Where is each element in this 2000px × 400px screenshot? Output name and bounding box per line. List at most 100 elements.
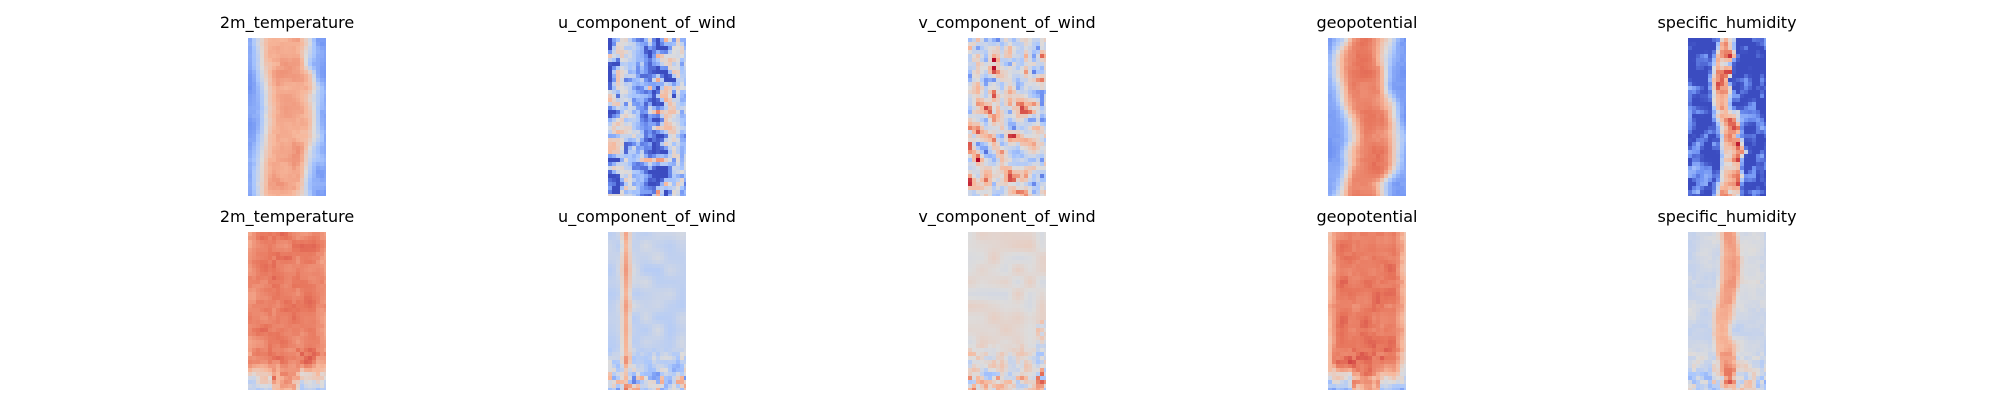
heatmap-cell — [1368, 170, 1372, 174]
heatmap-cell — [1368, 190, 1372, 194]
heatmap-cell — [684, 138, 686, 142]
heatmap-cell — [976, 126, 980, 130]
heatmap-cell — [656, 256, 660, 260]
heatmap-cell — [608, 50, 612, 54]
heatmap-cell — [296, 232, 300, 236]
heatmap-cell — [660, 264, 664, 268]
heatmap-cell — [608, 166, 612, 170]
heatmap-cell — [1040, 178, 1044, 182]
heatmap-cell — [1720, 158, 1724, 162]
heatmap-cell — [260, 178, 264, 182]
heatmap-cell — [260, 170, 264, 174]
heatmap-cell — [252, 320, 256, 324]
heatmap-cell — [292, 312, 296, 316]
heatmap-cell — [628, 190, 632, 194]
heatmap-cell — [268, 232, 272, 236]
heatmap-cell — [1688, 122, 1692, 126]
heatmap-cell — [608, 236, 612, 240]
heatmap-cell — [296, 102, 300, 106]
heatmap-cell — [628, 110, 632, 114]
heatmap-cell — [300, 90, 304, 94]
heatmap-cell — [264, 154, 268, 158]
heatmap-cell — [612, 256, 616, 260]
heatmap-cell — [308, 174, 312, 178]
heatmap-cell — [620, 102, 624, 106]
heatmap-cell — [652, 46, 656, 50]
heatmap-cell — [1044, 94, 1046, 98]
heatmap-cell — [1020, 150, 1024, 154]
heatmap-cell — [1712, 50, 1716, 54]
heatmap-cell — [624, 98, 628, 102]
heatmap-cell — [684, 94, 686, 98]
heatmap-cell — [260, 388, 264, 390]
heatmap-cell — [1736, 118, 1740, 122]
heatmap-cell — [1736, 50, 1740, 54]
heatmap-cell — [1760, 146, 1764, 150]
heatmap-cell — [276, 154, 280, 158]
heatmap-cell — [1368, 138, 1372, 142]
heatmap-cell — [264, 118, 268, 122]
heatmap-cell — [1332, 118, 1336, 122]
heatmap-cell — [1400, 70, 1404, 74]
heatmap-cell — [272, 178, 276, 182]
heatmap-cell — [1720, 130, 1724, 134]
heatmap-cell — [324, 130, 326, 134]
heatmap-cell — [248, 264, 252, 268]
heatmap-cell — [620, 134, 624, 138]
heatmap-cell — [1000, 114, 1004, 118]
heatmap-cell — [252, 174, 256, 178]
heatmap-cell — [296, 292, 300, 296]
heatmap-cell — [644, 252, 648, 256]
heatmap-cell — [256, 150, 260, 154]
heatmap-cell — [292, 62, 296, 66]
heatmap-cell — [1732, 54, 1736, 58]
heatmap-cell — [1356, 90, 1360, 94]
heatmap-cell — [324, 158, 326, 162]
heatmap-cell — [1392, 142, 1396, 146]
heatmap-cell — [272, 182, 276, 186]
heatmap-cell — [1688, 174, 1692, 178]
heatmap-cell — [656, 166, 660, 170]
heatmap-cell — [260, 256, 264, 260]
heatmap-cell — [1020, 86, 1024, 90]
heatmap-cell — [684, 42, 686, 46]
heatmap-cell — [268, 46, 272, 50]
heatmap-cell — [1044, 114, 1046, 118]
heatmap-cell — [288, 292, 292, 296]
heatmap-cell — [620, 240, 624, 244]
heatmap-cell — [972, 134, 976, 138]
heatmap-cell — [316, 376, 320, 380]
heatmap-cell — [1036, 174, 1040, 178]
heatmap-cell — [656, 38, 660, 42]
heatmap-cell — [676, 264, 680, 268]
heatmap-cell — [968, 190, 972, 194]
heatmap-cell — [268, 190, 272, 194]
heatmap-cell — [280, 388, 284, 390]
heatmap-cell — [1708, 166, 1712, 170]
heatmap-cell — [972, 146, 976, 150]
heatmap-cell — [1368, 162, 1372, 166]
heatmap-cell — [1000, 134, 1004, 138]
heatmap-cell — [616, 106, 620, 110]
heatmap-cell — [1756, 174, 1760, 178]
heatmap-cell — [1356, 54, 1360, 58]
heatmap-cell — [1708, 154, 1712, 158]
heatmap-cell — [620, 70, 624, 74]
heatmap-cell — [248, 130, 252, 134]
heatmap-cell — [1012, 86, 1016, 90]
heatmap-cell — [1044, 38, 1046, 42]
heatmap-cell — [1704, 94, 1708, 98]
heatmap-cell — [1020, 90, 1024, 94]
heatmap-cell — [1012, 166, 1016, 170]
heatmap-cell — [1732, 74, 1736, 78]
heatmap-cell — [644, 146, 648, 150]
heatmap-cell — [300, 340, 304, 344]
heatmap-cell — [648, 244, 652, 248]
heatmap-cell — [640, 194, 644, 196]
heatmap-cell — [324, 272, 326, 276]
heatmap-cell — [312, 162, 316, 166]
heatmap-cell — [1688, 98, 1692, 102]
heatmap-cell — [1392, 122, 1396, 126]
heatmap-cell — [1376, 190, 1380, 194]
heatmap-cell — [612, 70, 616, 74]
